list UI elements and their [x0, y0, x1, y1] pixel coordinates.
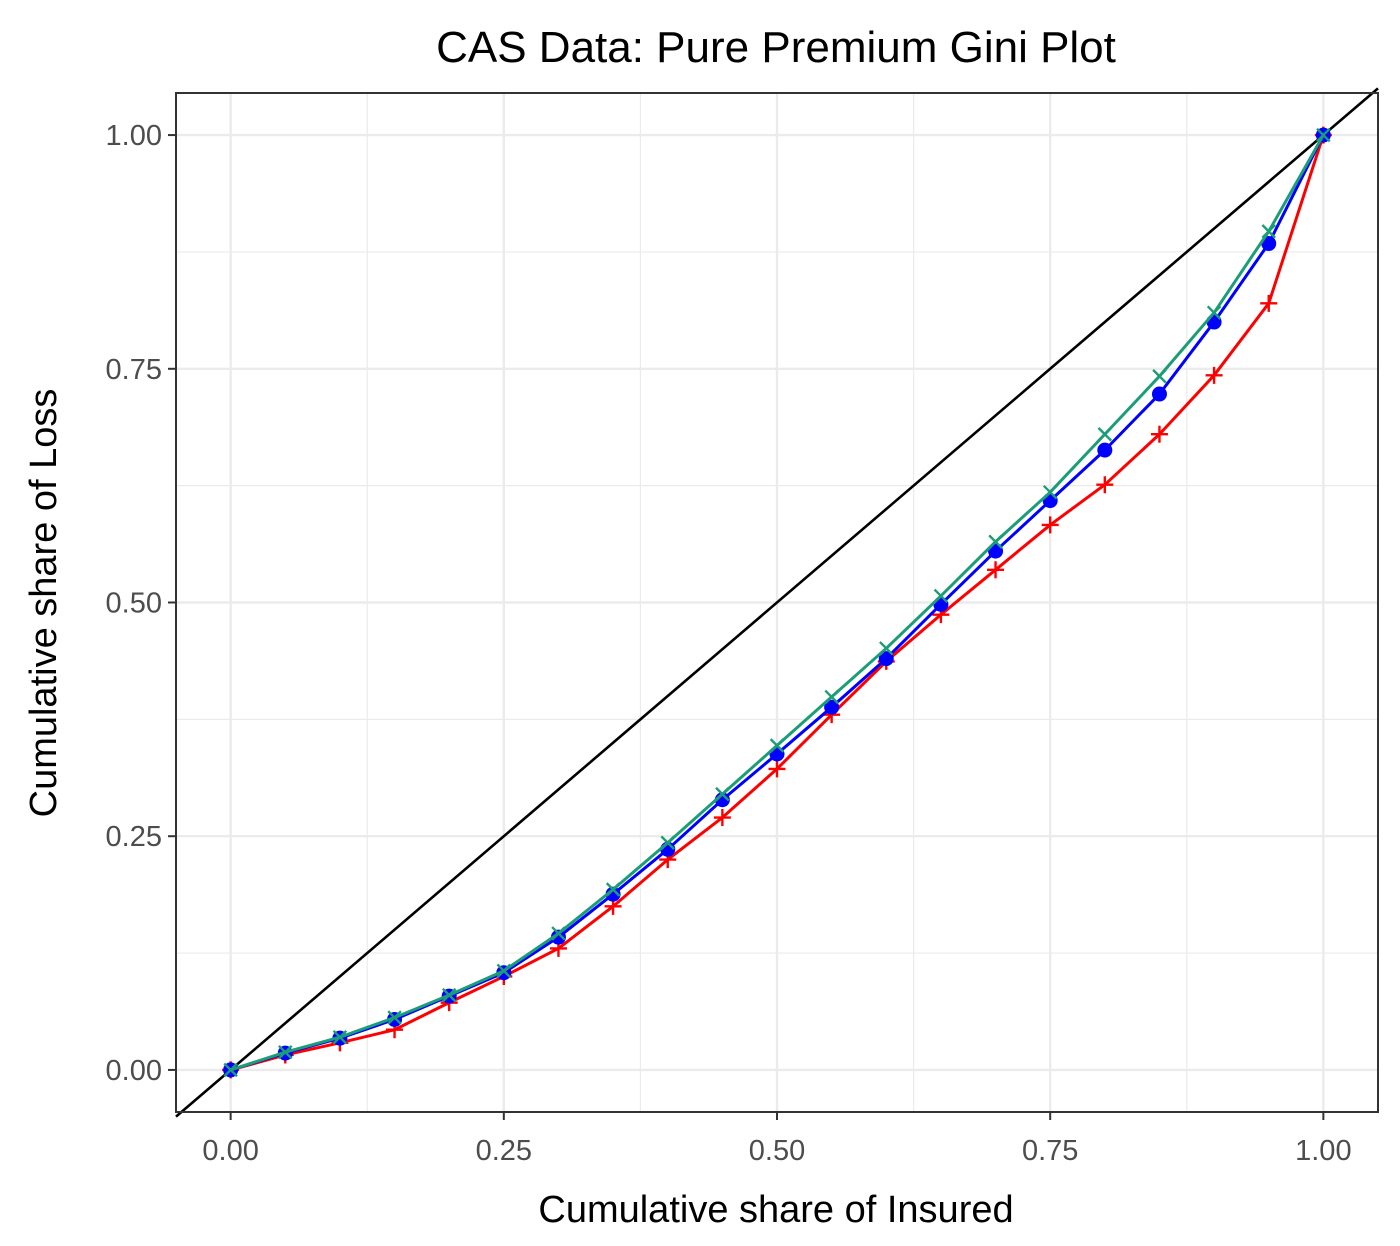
data-point: [768, 760, 786, 778]
data-point: [496, 963, 512, 979]
data-point: [1041, 516, 1059, 534]
data-point: [1260, 294, 1278, 312]
data-point: [933, 588, 949, 604]
data-point: [715, 786, 730, 802]
data-point: [278, 1044, 293, 1060]
data-point: [878, 651, 894, 667]
x-tick-label: 0.50: [749, 1135, 805, 1167]
data-point: [1206, 305, 1222, 320]
data-point: [550, 929, 566, 945]
data-point: [1097, 442, 1113, 458]
data-point: [1205, 366, 1223, 384]
data-point: [1152, 369, 1167, 384]
y-tick-label: 0.50: [106, 588, 162, 620]
y-axis-title: Cumulative share of Loss: [23, 389, 65, 818]
data-point: [987, 561, 1005, 579]
chart-title: CAS Data: Pure Premium Gini Plot: [436, 23, 1116, 72]
axis-ticks: 0.00 0.25 0.50 0.75 1.00 0.00 0.25 0.50 0.75 1.00: [106, 120, 1352, 1167]
x-axis-title: Cumulative share of Insured: [538, 1189, 1013, 1231]
data-point: [387, 1010, 402, 1025]
data-point: [1151, 386, 1167, 402]
data-point: [769, 738, 785, 753]
equality-line: [175, 87, 1379, 1118]
data-point: [223, 1062, 238, 1078]
data-point: [988, 534, 1003, 549]
data-point: [879, 641, 894, 656]
data-point: [1261, 236, 1277, 252]
y-tick-label: 0.75: [106, 354, 162, 386]
data-point: [660, 835, 675, 850]
y-tick-label: 0.00: [106, 1055, 162, 1087]
series-3: [223, 127, 1331, 1078]
data-point: [605, 882, 621, 897]
y-tick-label: 1.00: [106, 120, 162, 152]
data-point: [1096, 476, 1114, 494]
data-point: [551, 926, 566, 941]
y-tick-label: 0.25: [106, 821, 162, 853]
data-point: [824, 689, 839, 705]
grid: [176, 93, 1378, 1112]
x-tick-label: 0.00: [202, 1135, 258, 1167]
data-point: [1042, 484, 1058, 500]
data-point: [713, 809, 731, 827]
data-point: [605, 886, 621, 902]
data-point: [1150, 425, 1168, 443]
data-point: [824, 699, 840, 715]
x-tick-label: 0.75: [1022, 1135, 1078, 1167]
data-point: [1097, 427, 1113, 442]
data-point: [332, 1029, 348, 1045]
x-tick-label: 1.00: [1295, 1135, 1351, 1167]
series-group: [222, 126, 1332, 1079]
x-tick-label: 0.25: [476, 1135, 532, 1167]
equality-line-group: [175, 87, 1379, 1118]
data-point: [441, 987, 457, 1003]
data-point: [1261, 224, 1276, 239]
data-point: [1316, 127, 1331, 143]
